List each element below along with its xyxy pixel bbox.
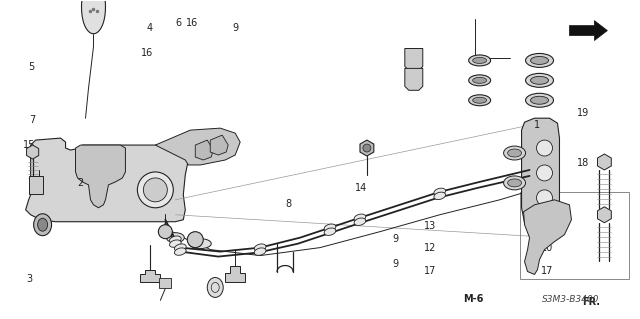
Polygon shape — [524, 200, 572, 274]
Circle shape — [536, 165, 552, 181]
Text: 16: 16 — [186, 18, 198, 28]
Circle shape — [536, 140, 552, 156]
Text: 9: 9 — [392, 234, 399, 244]
Text: 15: 15 — [23, 140, 36, 150]
Ellipse shape — [525, 73, 554, 87]
Polygon shape — [81, 0, 106, 34]
Polygon shape — [522, 118, 559, 230]
Polygon shape — [140, 270, 161, 282]
Ellipse shape — [531, 56, 548, 64]
Ellipse shape — [473, 57, 486, 63]
Ellipse shape — [434, 192, 445, 200]
Text: M-6: M-6 — [463, 294, 483, 304]
Ellipse shape — [473, 78, 486, 83]
Text: S3M3-B3400: S3M3-B3400 — [542, 295, 600, 304]
Text: 17: 17 — [541, 266, 553, 276]
Ellipse shape — [525, 93, 554, 107]
Circle shape — [536, 190, 552, 206]
Polygon shape — [210, 135, 228, 155]
Ellipse shape — [504, 176, 525, 190]
Ellipse shape — [38, 218, 47, 231]
Ellipse shape — [324, 228, 336, 235]
Text: 10: 10 — [541, 243, 553, 253]
Ellipse shape — [207, 278, 223, 297]
Polygon shape — [76, 145, 125, 208]
Text: 19: 19 — [577, 108, 589, 118]
Text: 1: 1 — [534, 120, 540, 130]
Text: 6: 6 — [175, 18, 181, 28]
Text: 8: 8 — [285, 199, 291, 209]
Ellipse shape — [531, 76, 548, 84]
Text: 18: 18 — [577, 158, 589, 168]
Polygon shape — [156, 128, 240, 165]
Bar — [520, 192, 629, 279]
Text: 13: 13 — [424, 221, 436, 231]
Ellipse shape — [175, 244, 186, 251]
Ellipse shape — [170, 236, 181, 243]
Ellipse shape — [434, 188, 445, 196]
Text: 3: 3 — [26, 274, 33, 284]
Circle shape — [188, 232, 204, 248]
Text: 2: 2 — [77, 178, 84, 188]
Polygon shape — [405, 68, 423, 90]
Polygon shape — [570, 21, 607, 41]
Text: 12: 12 — [424, 243, 436, 253]
Polygon shape — [195, 140, 213, 160]
Ellipse shape — [354, 214, 366, 221]
Polygon shape — [225, 265, 245, 282]
Circle shape — [363, 144, 371, 152]
Ellipse shape — [254, 244, 266, 251]
Ellipse shape — [324, 224, 336, 231]
Ellipse shape — [468, 75, 491, 86]
Ellipse shape — [34, 214, 52, 236]
Text: 17: 17 — [424, 266, 436, 276]
Ellipse shape — [468, 95, 491, 106]
Ellipse shape — [170, 240, 181, 247]
Ellipse shape — [175, 248, 186, 255]
Text: FR.: FR. — [582, 297, 600, 308]
Ellipse shape — [189, 239, 211, 249]
Ellipse shape — [525, 54, 554, 67]
Text: 16: 16 — [141, 48, 154, 58]
Text: 4: 4 — [147, 23, 152, 33]
Ellipse shape — [531, 96, 548, 104]
Text: 9: 9 — [233, 23, 239, 33]
Ellipse shape — [508, 179, 522, 187]
Circle shape — [158, 225, 172, 239]
Ellipse shape — [508, 149, 522, 157]
Ellipse shape — [354, 218, 366, 226]
Circle shape — [138, 172, 173, 208]
Ellipse shape — [468, 55, 491, 66]
Text: 7: 7 — [29, 115, 36, 125]
Text: 5: 5 — [28, 63, 35, 72]
Ellipse shape — [473, 97, 486, 103]
Polygon shape — [405, 48, 423, 70]
Ellipse shape — [504, 146, 525, 160]
Bar — [29, 176, 43, 194]
Text: 14: 14 — [355, 183, 367, 193]
Ellipse shape — [166, 233, 184, 243]
Text: 11: 11 — [541, 221, 553, 231]
Text: 9: 9 — [392, 259, 399, 269]
Bar — [159, 278, 172, 288]
Ellipse shape — [254, 248, 266, 255]
Circle shape — [143, 178, 167, 202]
Polygon shape — [26, 138, 188, 222]
